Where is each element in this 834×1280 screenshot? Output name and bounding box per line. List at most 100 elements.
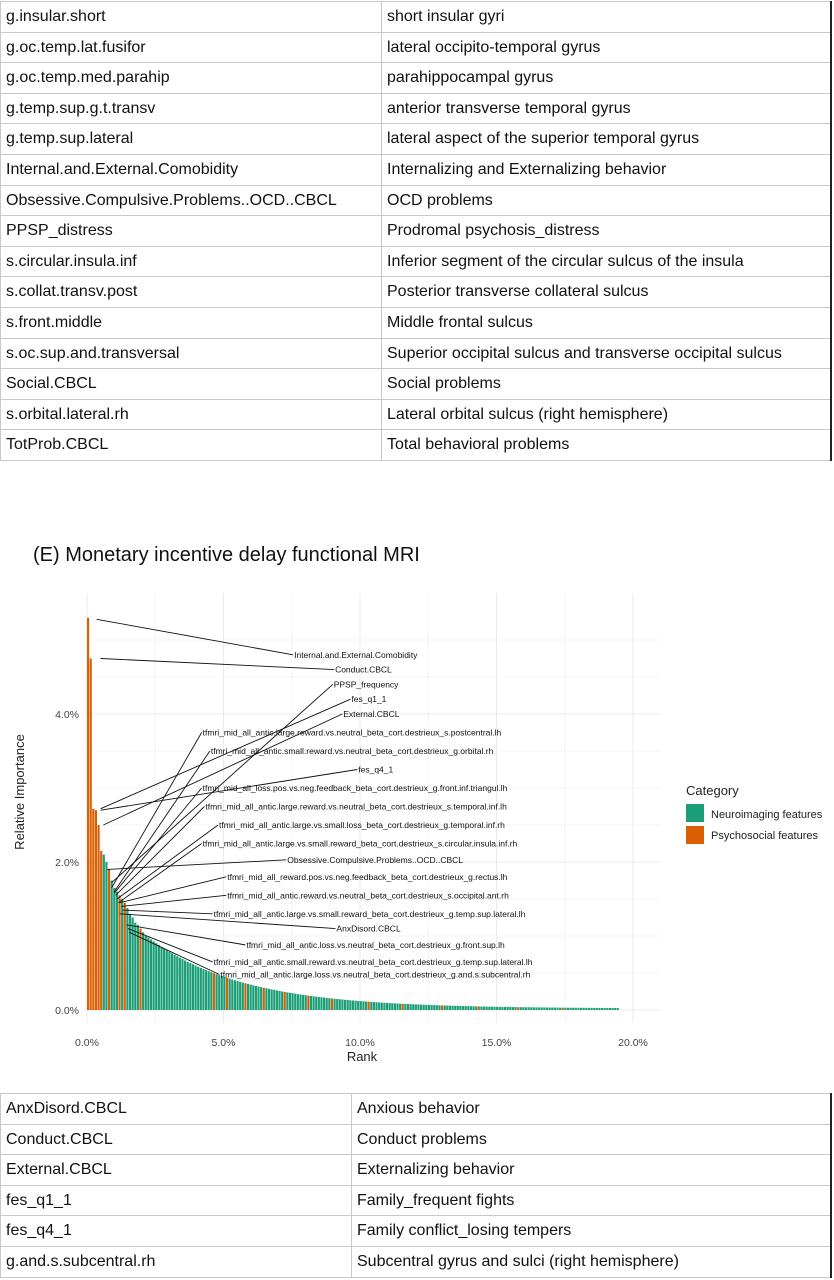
annotation-layer: Internal.and.External.Comobidity Conduct.… [96, 618, 533, 979]
bar [367, 1001, 370, 1010]
bar [231, 979, 234, 1010]
variable-name-cell: s.circular.insula.inf [0, 245, 382, 278]
variable-name-cell: fes_q1_1 [0, 1184, 352, 1217]
bar [328, 998, 331, 1010]
bar [157, 944, 160, 1010]
bar [244, 983, 247, 1010]
y-tick-label: 4.0% [55, 709, 79, 721]
bar [509, 1007, 512, 1010]
bar [590, 1007, 593, 1010]
bar [225, 977, 229, 1010]
legend-swatch-psychosocial [686, 826, 704, 844]
bar [427, 1004, 431, 1010]
annotation-label: Conduct.CBCL [335, 665, 392, 675]
bar [315, 996, 318, 1010]
bar [354, 1000, 357, 1010]
bar [559, 1007, 562, 1010]
bar [372, 1002, 375, 1010]
bar [205, 970, 208, 1010]
table-row: fes_q1_1 Family_frequent fights [0, 1184, 832, 1217]
bar [585, 1007, 588, 1010]
annotation-label: tfmri_mid_all_antic.large.vs.small.rewar… [203, 839, 518, 849]
table-row: g.oc.temp.lat.fusifor lateral occipito-te… [0, 31, 832, 64]
bar [530, 1007, 533, 1010]
variable-name-cell: External.CBCL [0, 1154, 352, 1186]
table-row: External.CBCL Externalizing behavior [0, 1154, 832, 1186]
variable-description-cell: OCD problems [381, 184, 832, 217]
legend-label-neuroimaging: Neuroimaging features [711, 809, 823, 821]
bar [598, 1007, 601, 1010]
bar [425, 1004, 428, 1010]
bar [438, 1005, 441, 1010]
bar [267, 988, 271, 1010]
annotation-label: tfmri_mid_all_antic.small.reward.vs.neut… [211, 746, 494, 756]
bar [378, 1002, 381, 1010]
bar [506, 1006, 509, 1010]
variable-name-cell: Obsessive.Compulsive.Problems..OCD..CBCL [0, 184, 382, 217]
bar [351, 1000, 355, 1010]
bar [409, 1004, 412, 1010]
bar [545, 1007, 549, 1010]
bar [178, 957, 181, 1010]
bar [616, 1008, 619, 1010]
bar [532, 1007, 535, 1010]
bar [121, 899, 124, 1010]
bar [364, 1001, 368, 1010]
bar [556, 1007, 559, 1010]
bar [123, 902, 126, 1010]
annotation-leader-line [107, 859, 287, 870]
variable-description-cell: Middle frontal sulcus [381, 306, 832, 339]
annotation-leader-line [126, 924, 246, 946]
bar [475, 1006, 478, 1010]
annotation-label: tfmri_mid_all_antic.large.vs.small.loss_… [219, 820, 505, 830]
variable-description-cell: Prodromal psychosis_distress [381, 215, 832, 247]
bar [336, 999, 339, 1010]
variable-description-cell: Conduct problems [351, 1123, 832, 1156]
bar [199, 967, 202, 1010]
annotation-label: PPSP_frequency [334, 679, 399, 689]
annotation-leader-line [127, 928, 213, 963]
bar [480, 1006, 483, 1010]
bar [517, 1007, 520, 1010]
bar [375, 1002, 378, 1010]
annotation-label: tfmri_mid_all_antic.small.reward.vs.neut… [214, 957, 533, 967]
variable-description-cell: Total behavioral problems [381, 429, 832, 461]
bar [485, 1006, 488, 1010]
bar [464, 1006, 467, 1010]
bar [254, 985, 257, 1010]
table-row: g.oc.temp.med.parahip parahippocampal gyr… [0, 62, 832, 94]
bar [160, 946, 163, 1010]
variable-name-cell: fes_q4_1 [0, 1215, 352, 1247]
bar [595, 1007, 598, 1010]
variable-description-cell: Internalizing and Externalizing behavior [381, 153, 832, 186]
bar [270, 989, 273, 1010]
annotation-leader-line [111, 732, 203, 889]
bar [577, 1007, 580, 1010]
bar [110, 880, 113, 1010]
bar [181, 959, 184, 1010]
annotation-leader-line [115, 806, 205, 896]
bar [89, 658, 92, 1010]
bar [611, 1008, 614, 1010]
bar [488, 1006, 491, 1010]
bar [131, 917, 134, 1010]
legend: Category Neuroimaging features Psychosoc… [686, 783, 823, 844]
annotation-leader-line [111, 684, 334, 884]
bar [307, 995, 310, 1010]
bar [404, 1003, 407, 1010]
annotation-label: AnxDisord.CBCL [336, 924, 401, 934]
bar [538, 1007, 541, 1010]
bar [391, 1003, 394, 1010]
bar [388, 1003, 391, 1010]
bar [614, 1008, 617, 1010]
bar [493, 1006, 496, 1010]
table-row: Conduct.CBCL Conduct problems [0, 1123, 832, 1156]
annotation-label: fes_q1_1 [351, 694, 386, 704]
bar [399, 1003, 402, 1010]
bar [87, 617, 90, 1010]
variable-name-cell: s.front.middle [0, 306, 382, 339]
bar [341, 999, 344, 1010]
table-row: Obsessive.Compulsive.Problems..OCD..CBCL… [0, 184, 832, 217]
table-row: TotProb.CBCL Total behavioral problems [0, 429, 832, 461]
annotation-leader-line [103, 713, 343, 826]
